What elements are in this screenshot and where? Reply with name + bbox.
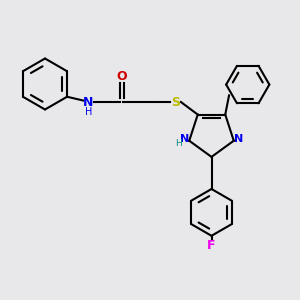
- Text: H: H: [85, 106, 92, 117]
- Text: F: F: [207, 239, 216, 252]
- Text: S: S: [171, 95, 180, 109]
- Text: O: O: [116, 70, 127, 83]
- Text: N: N: [234, 134, 244, 144]
- Text: H: H: [175, 139, 181, 148]
- Text: N: N: [83, 95, 94, 109]
- Text: N: N: [179, 134, 189, 144]
